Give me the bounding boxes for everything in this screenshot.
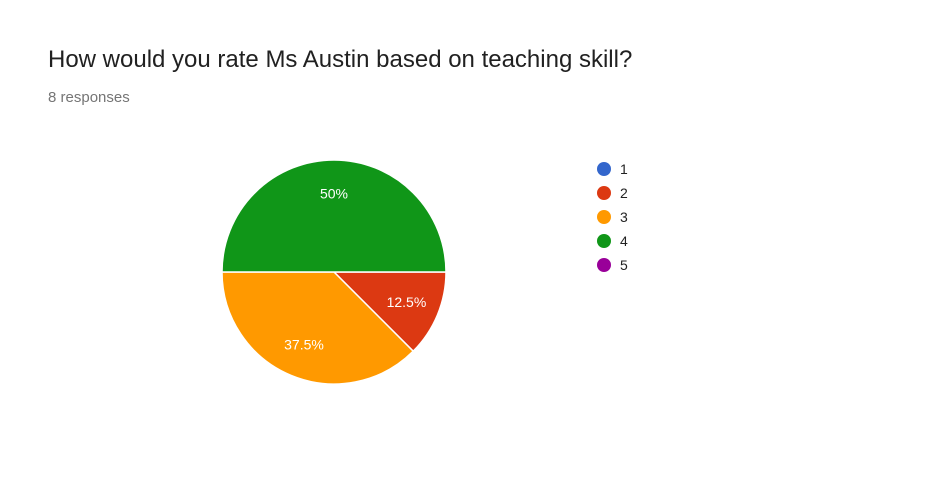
response-count: 8 responses bbox=[48, 89, 130, 106]
legend-label-5: 5 bbox=[620, 257, 628, 273]
legend-swatch-1 bbox=[597, 162, 611, 176]
chart-legend: 1 2 3 4 5 bbox=[597, 157, 628, 277]
legend-item-5: 5 bbox=[597, 253, 628, 277]
page-title: How would you rate Ms Austin based on te… bbox=[48, 46, 633, 73]
slice-label-3: 37.5% bbox=[284, 336, 324, 352]
legend-label-2: 2 bbox=[620, 185, 628, 201]
legend-swatch-4 bbox=[597, 234, 611, 248]
legend-swatch-5 bbox=[597, 258, 611, 272]
legend-label-3: 3 bbox=[620, 209, 628, 225]
legend-item-4: 4 bbox=[597, 229, 628, 253]
legend-item-3: 3 bbox=[597, 205, 628, 229]
legend-label-4: 4 bbox=[620, 233, 628, 249]
legend-item-1: 1 bbox=[597, 157, 628, 181]
pie-slice-2 bbox=[332, 271, 447, 353]
slice-label-4: 50% bbox=[320, 186, 348, 202]
pie-slice-4 bbox=[221, 159, 447, 273]
pie-slice-3 bbox=[221, 271, 415, 385]
legend-swatch-2 bbox=[597, 186, 611, 200]
legend-item-2: 2 bbox=[597, 181, 628, 205]
legend-label-1: 1 bbox=[620, 161, 628, 177]
slice-label-2: 12.5% bbox=[387, 294, 427, 310]
legend-swatch-3 bbox=[597, 210, 611, 224]
